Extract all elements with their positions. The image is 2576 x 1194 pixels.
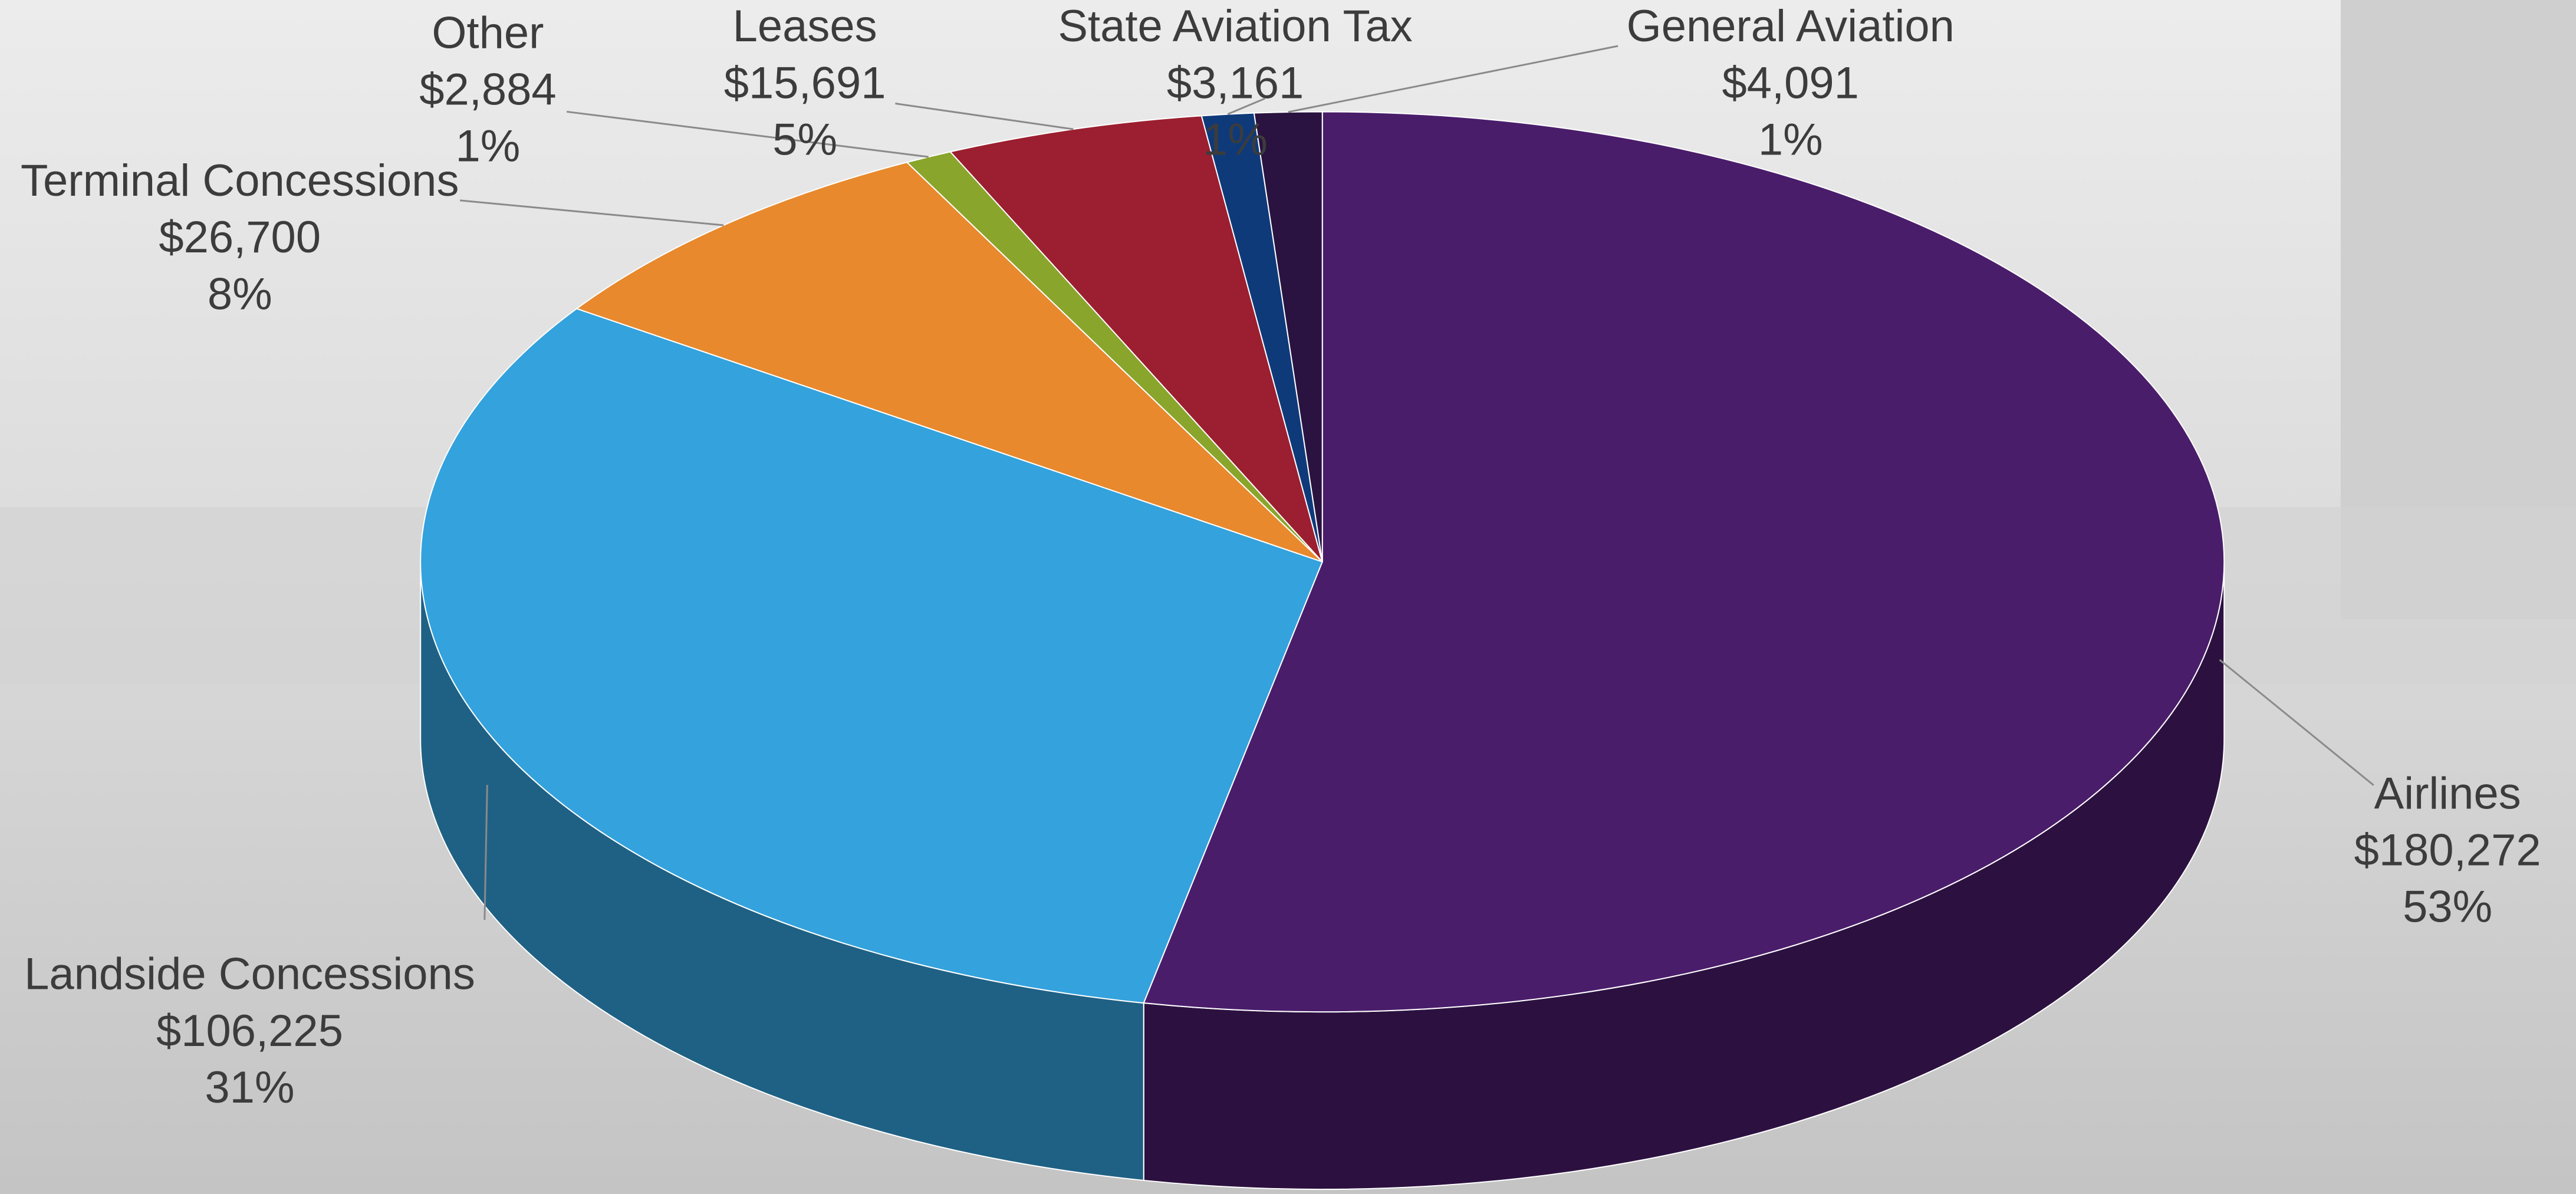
label-name: Landside Concessions	[24, 949, 475, 999]
label-name: General Aviation	[1627, 1, 1955, 51]
page: Airlines $180,272 53% Landside Concessions $…	[0, 0, 2576, 1194]
label-value: $3,161	[1167, 58, 1304, 108]
label-percent: 8%	[208, 269, 272, 319]
label-value: $15,691	[724, 58, 886, 108]
label-name: Leases	[733, 1, 877, 51]
label-percent: 31%	[205, 1063, 294, 1113]
label-percent: 53%	[2403, 882, 2492, 932]
label-value: $180,272	[2354, 825, 2541, 875]
label-value: $106,225	[156, 1006, 343, 1056]
label-percent: 1%	[1758, 114, 1823, 165]
label-value: $2,884	[419, 64, 556, 114]
label-name: Terminal Concessions	[21, 156, 459, 206]
label-name: Other	[432, 8, 544, 58]
label-name: Airlines	[2374, 768, 2521, 818]
label-name: State Aviation Tax	[1058, 1, 1412, 51]
label-value: $4,091	[1722, 58, 1859, 108]
label-percent: 5%	[772, 114, 837, 165]
chart: Airlines $180,272 53% Landside Concessions $…	[0, 0, 2576, 1194]
label-percent: 1%	[456, 121, 521, 172]
label-value: $26,700	[159, 212, 321, 262]
label-percent: 1%	[1203, 114, 1268, 165]
